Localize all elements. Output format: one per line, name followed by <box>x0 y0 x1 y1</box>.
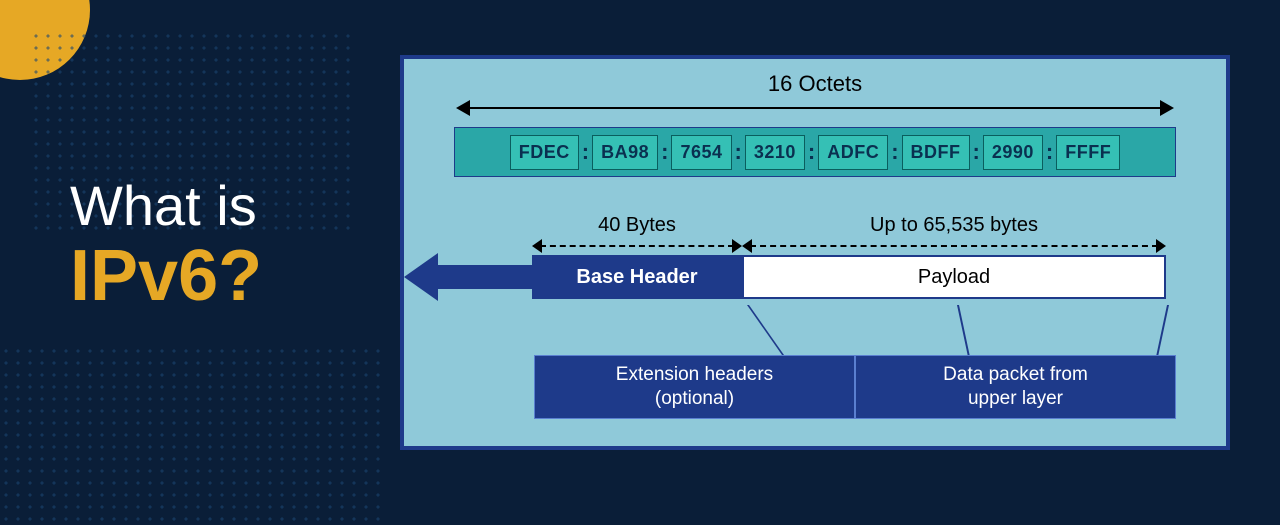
flow-arrow-icon <box>404 255 532 299</box>
colon-sep: : <box>890 139 899 165</box>
header-size-arrow <box>532 239 742 253</box>
title-line-1: What is <box>70 175 262 237</box>
octets-arrow-line <box>464 107 1166 109</box>
hextet-7: FFFF <box>1056 135 1120 170</box>
octets-arrow-right <box>1160 100 1174 116</box>
colon-sep: : <box>807 139 816 165</box>
size-labels-row: 40 Bytes Up to 65,535 bytes <box>532 214 1166 237</box>
size-arrows-row <box>532 239 1166 253</box>
title-line-2: IPv6? <box>70 237 262 316</box>
colon-sep: : <box>972 139 981 165</box>
payload-size-label: Up to 65,535 bytes <box>742 214 1166 237</box>
hextet-6: 2990 <box>983 135 1043 170</box>
hextet-0: FDEC <box>510 135 579 170</box>
diagram-panel: 16 Octets FDEC : BA98 : 7654 : 3210 : AD… <box>400 55 1230 450</box>
colon-sep: : <box>1045 139 1054 165</box>
extension-headers-box: Extension headers(optional) <box>534 355 855 419</box>
colon-sep: : <box>660 139 669 165</box>
hextet-2: 7654 <box>671 135 731 170</box>
payload-size-arrow <box>742 239 1166 253</box>
hextet-3: 3210 <box>745 135 805 170</box>
colon-sep: : <box>581 139 590 165</box>
payload-box: Payload <box>742 255 1166 299</box>
connector-line <box>957 305 970 357</box>
base-header-box: Base Header <box>532 255 742 299</box>
connector-line <box>747 305 785 357</box>
payload-detail-row: Extension headers(optional) Data packet … <box>534 355 1176 419</box>
octets-arrow-left <box>456 100 470 116</box>
dot-pattern-bottom <box>0 345 380 525</box>
data-packet-box: Data packet fromupper layer <box>855 355 1176 419</box>
connector-line <box>1156 305 1169 357</box>
hextet-5: BDFF <box>902 135 970 170</box>
hextet-4: ADFC <box>818 135 888 170</box>
packet-row: Base Header Payload <box>404 255 1166 299</box>
ipv6-address-row: FDEC : BA98 : 7654 : 3210 : ADFC : BDFF … <box>454 127 1176 177</box>
page-title: What is IPv6? <box>70 175 262 316</box>
hextet-1: BA98 <box>592 135 658 170</box>
octets-label: 16 Octets <box>404 71 1226 97</box>
colon-sep: : <box>734 139 743 165</box>
header-size-label: 40 Bytes <box>532 214 742 237</box>
packet-structure: 40 Bytes Up to 65,535 bytes Base Header … <box>404 214 1166 299</box>
